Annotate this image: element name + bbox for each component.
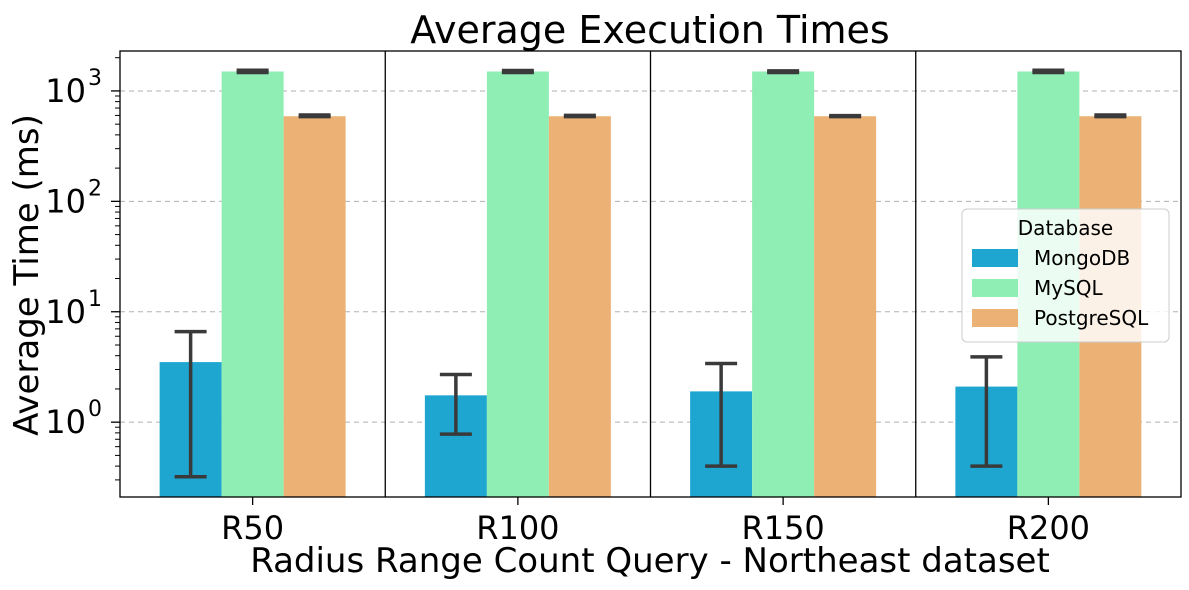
y-tick-exponent: 2 xyxy=(88,176,102,201)
error-bars xyxy=(174,68,1127,479)
bar-postgresql-r150 xyxy=(814,116,877,498)
bar-mysql-r50 xyxy=(221,71,284,497)
legend-item-postgresql: PostgreSQL xyxy=(1034,306,1149,330)
legend: Database MongoDB MySQL PostgreSQL xyxy=(961,208,1170,343)
bars xyxy=(159,71,1142,498)
y-axis-label: Average Time (ms) xyxy=(7,114,47,436)
y-tick-base: 10 xyxy=(45,182,86,220)
y-tick-base: 10 xyxy=(45,403,86,441)
legend-swatch-mongodb xyxy=(972,249,1018,267)
y-tick-label: 10 xyxy=(45,293,86,331)
bar-mysql-r150 xyxy=(752,71,815,497)
y-tick-exponent: 1 xyxy=(88,287,102,312)
x-categories: R50 R100 R150 R200 xyxy=(221,497,1090,547)
x-axis-label: Radius Range Count Query - Northeast dat… xyxy=(250,541,1050,581)
legend-title: Database xyxy=(1018,216,1113,240)
legend-swatch-mysql xyxy=(972,279,1018,297)
chart-title: Average Execution Times xyxy=(410,8,889,52)
plot-frame xyxy=(119,50,1182,498)
legend-item-mongodb: MongoDB xyxy=(1034,246,1130,270)
y-tick-label: 10 xyxy=(45,403,86,441)
x-tick-label-r50: R50 xyxy=(221,509,284,547)
legend-swatch-postgresql xyxy=(972,309,1018,327)
y-tick-label: 10 xyxy=(45,182,86,220)
x-tick-label-r150: R150 xyxy=(741,509,824,547)
y-tick-base: 10 xyxy=(45,293,86,331)
bar-postgresql-r100 xyxy=(548,116,611,498)
legend-item-mysql: MySQL xyxy=(1034,276,1104,300)
x-tick-label-r200: R200 xyxy=(1007,509,1090,547)
y-tick-exponent: 0 xyxy=(88,397,102,422)
y-tick-exponent: 3 xyxy=(88,66,102,91)
plot-border xyxy=(119,50,1182,498)
legend-box xyxy=(961,208,1170,343)
y-tick-base: 10 xyxy=(45,72,86,110)
bar-postgresql-r50 xyxy=(283,116,346,498)
y-tick-label: 10 xyxy=(45,72,86,110)
x-tick-label-r100: R100 xyxy=(476,509,559,547)
bar-mysql-r100 xyxy=(486,71,549,497)
